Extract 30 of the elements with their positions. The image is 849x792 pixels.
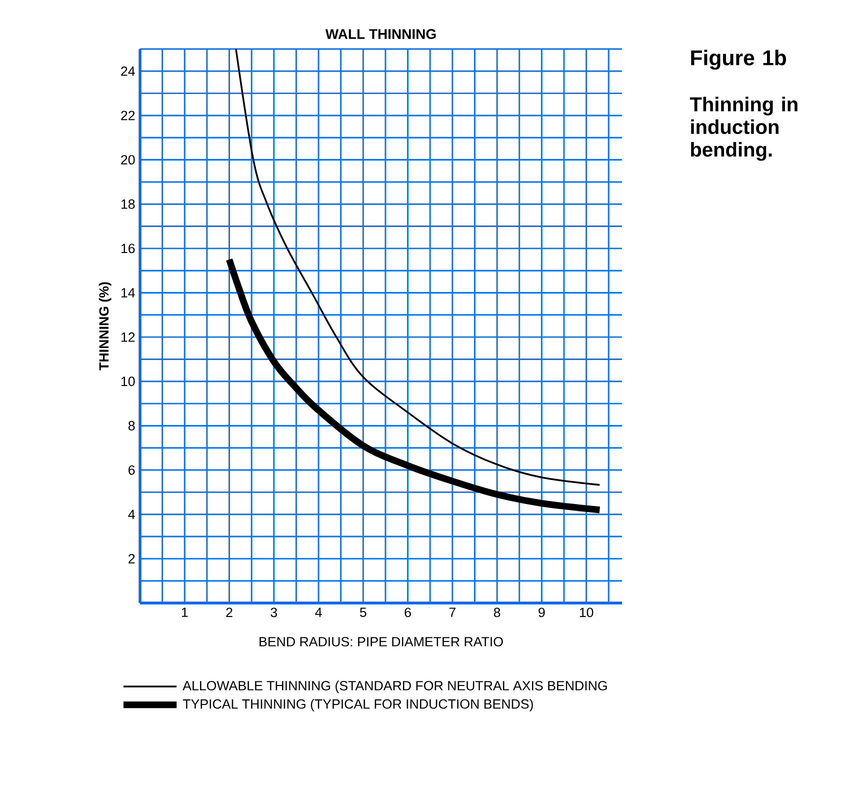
y-tick-label: 2 bbox=[128, 554, 135, 564]
y-tick-label: 20 bbox=[121, 155, 135, 165]
y-tick-label: 14 bbox=[121, 288, 135, 298]
y-tick-label: 24 bbox=[121, 66, 135, 76]
y-axis-title: THINNING (%) bbox=[98, 282, 112, 370]
legend-label: ALLOWABLE THINNING (STANDARD FOR NEUTRAL AXIS BENDING bbox=[182, 680, 607, 694]
y-tick-label: 16 bbox=[121, 244, 135, 254]
line-series bbox=[235, 48, 601, 486]
x-axis-title: BEND RADIUS: PIPE DIAMETER RATIO bbox=[260, 636, 503, 646]
y-tick-label: 8 bbox=[128, 421, 135, 430]
x-tick-label: 3 bbox=[270, 608, 278, 618]
y-tick-label: 4 bbox=[128, 510, 135, 519]
x-tick-label: 5 bbox=[360, 608, 366, 618]
caption: Figure 1b bbox=[691, 50, 786, 70]
x-tick-label: 9 bbox=[538, 608, 545, 618]
x-tick-label: 6 bbox=[404, 608, 411, 618]
x-tick-label: 2 bbox=[226, 608, 232, 618]
x-tick-label: 7 bbox=[449, 608, 456, 617]
y-tick-label: 12 bbox=[121, 332, 135, 342]
y-tick-label: 6 bbox=[128, 465, 135, 475]
y-tick-label: 22 bbox=[121, 110, 135, 120]
x-tick-label: 1 bbox=[182, 608, 188, 617]
y-tick-label: 18 bbox=[121, 199, 135, 209]
chart-title: WALL THINNING bbox=[325, 29, 436, 39]
text: Thinning in induction bending. bbox=[690, 96, 798, 161]
legend-label: TYPICAL THINNING (TYPICAL FOR INDUCTION BENDS) bbox=[182, 698, 533, 712]
x-tick-label: 8 bbox=[494, 608, 500, 618]
x-tick-label: 10 bbox=[580, 608, 594, 618]
x-tick-label: 4 bbox=[315, 608, 322, 617]
y-tick-label: 10 bbox=[121, 376, 135, 386]
